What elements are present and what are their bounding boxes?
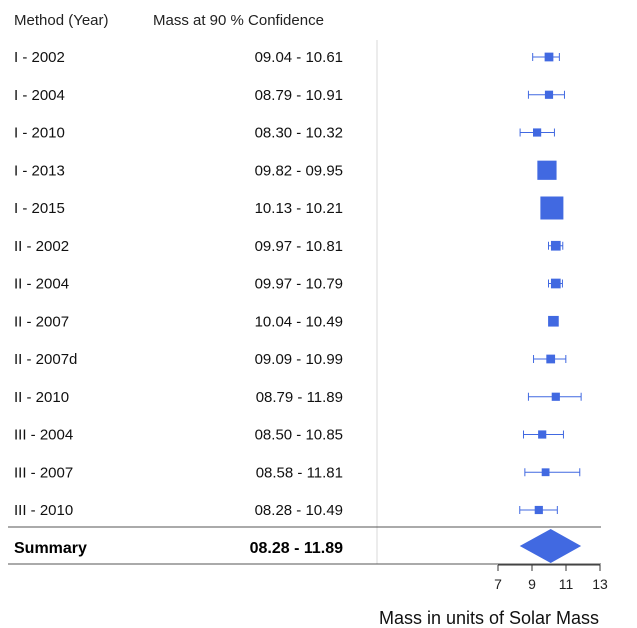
- point-estimate-marker: [533, 128, 542, 137]
- table-row: I - 2013 09.82 - 09.95: [14, 160, 557, 180]
- row-ci-label: 08.79 - 10.91: [255, 87, 343, 104]
- point-estimate-marker: [550, 240, 561, 251]
- table-row: II - 2007d 09.09 - 10.99: [14, 351, 567, 368]
- row-method-label: III - 2010: [14, 502, 73, 519]
- x-tick-label: 7: [494, 576, 502, 592]
- method-header: Method (Year): [14, 12, 109, 29]
- x-axis-title: Mass in units of Solar Mass: [379, 608, 599, 628]
- summary-label: Summary: [14, 540, 87, 557]
- table-row: II - 2004 09.97 - 10.79: [14, 276, 563, 293]
- row-method-label: II - 2007d: [14, 351, 77, 368]
- row-method-label: I - 2010: [14, 125, 65, 142]
- row-ci-label: 09.04 - 10.61: [255, 49, 343, 66]
- table-row: III - 2004 08.50 - 10.85: [14, 427, 564, 444]
- table-row: III - 2007 08.58 - 11.81: [14, 464, 581, 481]
- point-estimate-marker: [534, 505, 543, 515]
- row-ci-label: 09.82 - 09.95: [255, 162, 343, 179]
- row-method-label: I - 2013: [14, 162, 65, 179]
- point-estimate-marker: [546, 354, 556, 364]
- study-rows: I - 2002 09.04 - 10.61 I - 2004 08.79 - 10.…: [14, 49, 582, 519]
- table-row: I - 2010 08.30 - 10.32: [14, 125, 555, 142]
- table-row: II - 2010 08.79 - 11.89: [14, 389, 582, 406]
- summary-ci-label: 08.28 - 11.89: [250, 540, 344, 557]
- row-method-label: III - 2004: [14, 427, 73, 444]
- table-row: II - 2002 09.97 - 10.81: [14, 238, 564, 255]
- row-method-label: I - 2002: [14, 49, 65, 66]
- row-method-label: II - 2002: [14, 238, 69, 255]
- row-method-label: II - 2004: [14, 276, 69, 293]
- point-estimate-marker: [541, 468, 550, 477]
- row-ci-label: 09.97 - 10.79: [255, 276, 343, 293]
- row-ci-label: 08.28 - 10.49: [255, 502, 343, 519]
- table-row: III - 2010 08.28 - 10.49: [14, 502, 558, 519]
- table-row: I - 2015 10.13 - 10.21: [14, 196, 564, 220]
- table-row: I - 2002 09.04 - 10.61: [14, 49, 560, 66]
- row-method-label: II - 2007: [14, 313, 69, 330]
- point-estimate-marker: [550, 278, 561, 289]
- point-estimate-marker: [538, 430, 547, 439]
- row-method-label: III - 2007: [14, 464, 73, 481]
- point-estimate-marker: [540, 196, 564, 220]
- table-row: II - 2007 10.04 - 10.49: [14, 313, 559, 330]
- row-ci-label: 08.79 - 11.89: [256, 389, 343, 406]
- row-method-label: I - 2004: [14, 87, 65, 104]
- row-ci-label: 10.13 - 10.21: [255, 200, 343, 217]
- x-axis: 7 9 11 13: [494, 564, 608, 592]
- row-method-label: I - 2015: [14, 200, 65, 217]
- table-row: I - 2004 08.79 - 10.91: [14, 87, 565, 104]
- row-ci-label: 09.97 - 10.81: [255, 238, 343, 255]
- point-estimate-marker: [548, 315, 559, 327]
- x-tick-label: 9: [528, 576, 536, 592]
- row-ci-label: 08.50 - 10.85: [255, 427, 343, 444]
- row-ci-label: 09.09 - 10.99: [255, 351, 343, 368]
- row-ci-label: 10.04 - 10.49: [255, 313, 343, 330]
- row-method-label: II - 2010: [14, 389, 69, 406]
- point-estimate-marker: [544, 90, 554, 99]
- mass-header: Mass at 90 % Confidence: [153, 12, 324, 29]
- point-estimate-marker: [537, 160, 557, 180]
- point-estimate-marker: [551, 392, 560, 401]
- row-ci-label: 08.58 - 11.81: [256, 464, 343, 481]
- point-estimate-marker: [544, 52, 554, 62]
- summary-diamond: [519, 529, 582, 563]
- x-tick-label: 11: [559, 576, 574, 592]
- row-ci-label: 08.30 - 10.32: [255, 125, 343, 142]
- x-tick-label: 13: [592, 576, 608, 592]
